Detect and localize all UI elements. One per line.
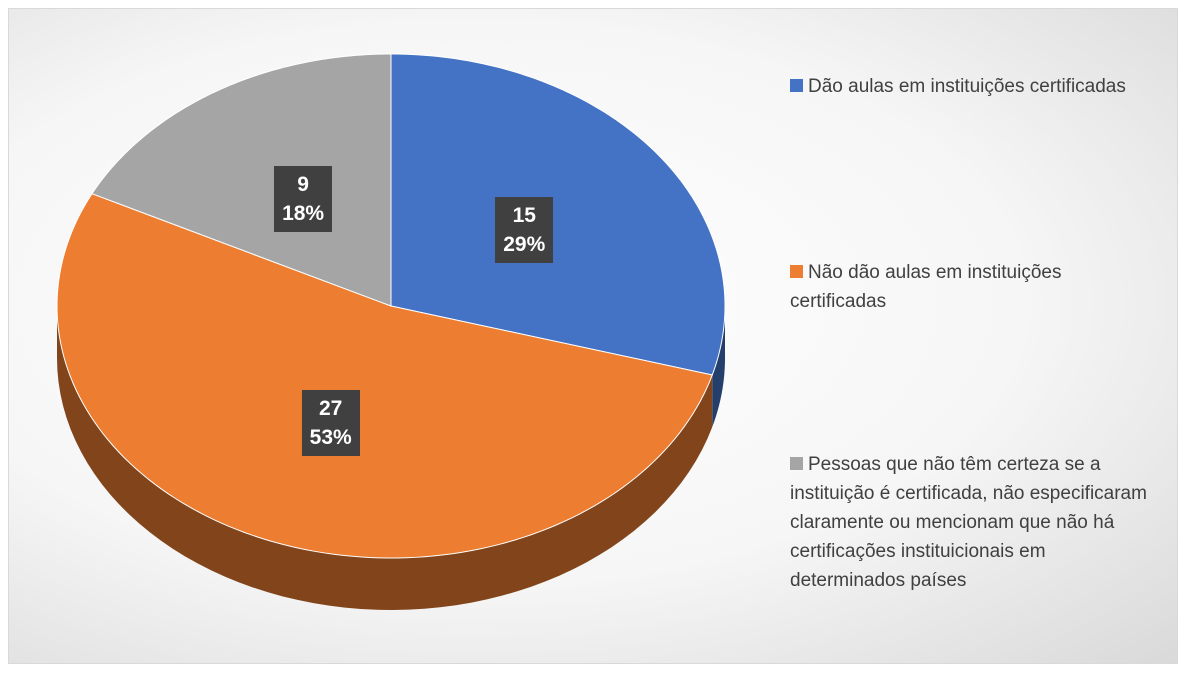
legend-entry: Não dão aulas em instituições certificad… (790, 258, 1160, 316)
pie-slice (56, 193, 713, 559)
data-label: 27 53% (301, 390, 360, 457)
pie-slice (91, 53, 392, 307)
legend-label: Pessoas que não têm certeza se a institu… (790, 454, 1147, 591)
legend-entry: Pessoas que não têm certeza se a institu… (790, 450, 1160, 595)
data-value: 15 (512, 204, 536, 228)
legend-label: Dão aulas em instituições certificadas (808, 76, 1126, 97)
data-percent: 18% (282, 201, 325, 225)
legend-swatch (790, 457, 803, 470)
legend-swatch (790, 79, 803, 92)
legend-label: Não dão aulas em instituições certificad… (790, 262, 1062, 312)
data-percent: 29% (503, 233, 546, 257)
legend-swatch (790, 265, 803, 278)
data-label: 15 29% (495, 197, 554, 264)
legend-entry: Dão aulas em instituições certificadas (790, 72, 1160, 101)
data-label: 9 18% (274, 165, 333, 232)
pie-slice (390, 53, 726, 376)
data-value: 27 (318, 397, 343, 421)
pie-side (712, 306, 725, 427)
pie-side (57, 306, 713, 610)
data-percent: 53% (309, 426, 352, 450)
data-value: 9 (297, 172, 309, 196)
